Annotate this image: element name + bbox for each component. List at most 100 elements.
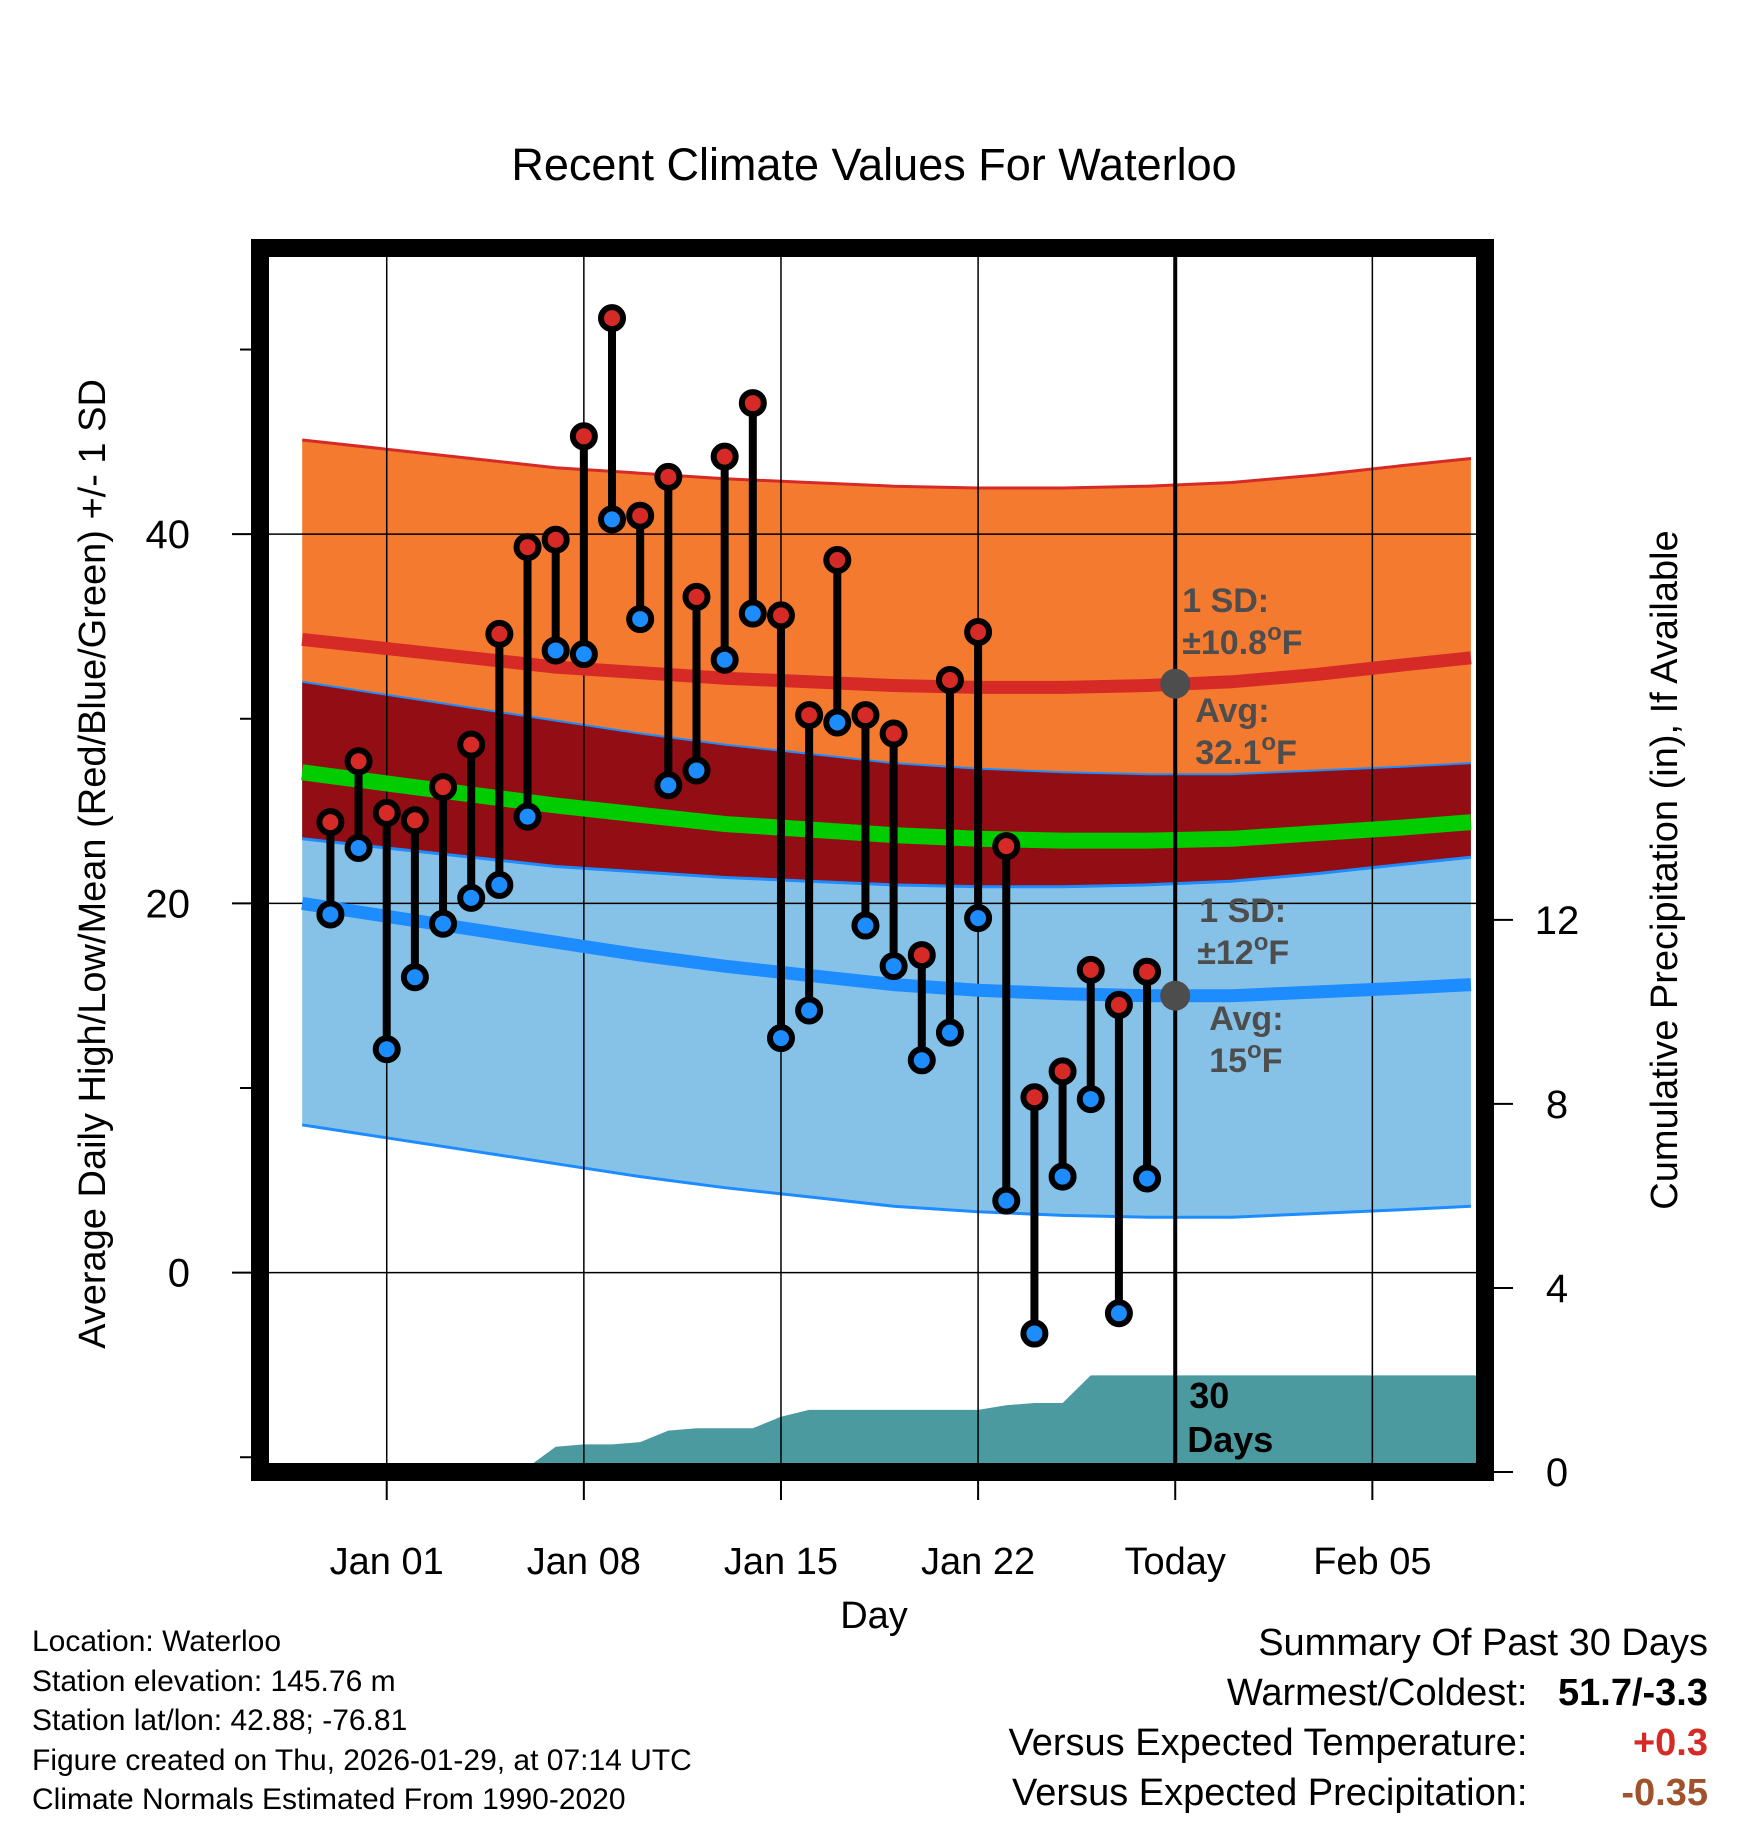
high-point — [316, 808, 345, 837]
high-point — [682, 582, 711, 611]
high-point — [935, 666, 964, 694]
info-location: Location: Waterloo — [32, 1625, 282, 1658]
low-point — [1133, 1164, 1162, 1193]
summary-precip-row: Versus Expected Precipitation: -0.35 — [1009, 1768, 1708, 1818]
high-point — [1020, 1083, 1049, 1112]
high-point — [851, 701, 880, 730]
x-tick-label: Today — [1125, 1541, 1226, 1583]
low-point — [626, 605, 655, 634]
high-point — [372, 798, 401, 827]
high-sd-value: ±10.8oF — [1182, 619, 1302, 662]
x-tick-label: Jan 15 — [724, 1541, 838, 1583]
high-avg-label: Avg: — [1195, 692, 1269, 730]
high-point — [1104, 990, 1133, 1019]
days-count-label: 30 — [1189, 1375, 1229, 1416]
low-point — [907, 1046, 936, 1075]
info-normals: Climate Normals Estimated From 1990-2020 — [32, 1783, 626, 1816]
low-point — [316, 900, 345, 929]
low-point — [457, 883, 486, 912]
low-point — [1104, 1299, 1133, 1328]
low-point — [569, 640, 598, 669]
low-point — [710, 645, 739, 674]
y-left-tick-label: 40 — [146, 513, 191, 557]
high-point — [344, 747, 373, 776]
low-point — [513, 802, 542, 831]
high-upper-edge — [302, 438, 1472, 490]
summary-warm-cold-label: Warmest/Coldest: — [1226, 1672, 1528, 1714]
low-point — [598, 505, 627, 534]
high-sd-label: 1 SD: — [1182, 582, 1269, 620]
summary-temp-row: Versus Expected Temperature: +0.3 — [1009, 1718, 1708, 1768]
low-point — [879, 952, 908, 981]
x-tick-label: Jan 01 — [330, 1541, 444, 1583]
y-right-tick-label: 0 — [1546, 1451, 1568, 1495]
high-point — [598, 304, 627, 333]
low-point — [738, 599, 767, 628]
high-point — [513, 533, 542, 562]
summary-precip-label: Versus Expected Precipitation: — [1012, 1772, 1528, 1814]
high-point — [400, 806, 429, 835]
x-axis-label: Day — [840, 1595, 908, 1637]
info-elevation: Station elevation: 145.76 m — [32, 1664, 396, 1698]
summary-warm-cold-row: Warmest/Coldest: 51.7/-3.3 — [1009, 1668, 1708, 1718]
normal-low-line — [301, 896, 1472, 1003]
low-point — [935, 1018, 964, 1047]
low-point — [795, 996, 824, 1025]
high-point — [626, 501, 655, 530]
x-tick-label: Feb 05 — [1313, 1541, 1431, 1583]
y-right-tick-label: 12 — [1535, 899, 1580, 943]
summary-temp-label: Versus Expected Temperature: — [1008, 1722, 1528, 1764]
low-point — [344, 834, 373, 862]
summary-warm-cold-value: 51.7/-3.3 — [1558, 1672, 1708, 1714]
low-point — [1076, 1085, 1105, 1114]
info-latlon: Station lat/lon: 42.88; -76.81 — [32, 1704, 408, 1737]
summary-temp-value: +0.3 — [1632, 1722, 1708, 1764]
days-word-label: Days — [1187, 1419, 1273, 1460]
y-left-tick-label: 0 — [168, 1252, 190, 1296]
plot-frame — [251, 239, 1494, 1481]
low-point — [485, 870, 514, 899]
high-point — [879, 719, 908, 748]
high-point — [710, 442, 739, 471]
low-point — [654, 771, 683, 800]
high-point — [1133, 957, 1162, 986]
high-point — [992, 832, 1021, 861]
y-right-tick-label: 8 — [1546, 1083, 1568, 1127]
high-point — [1048, 1057, 1077, 1086]
low-lower-edge — [301, 1123, 1471, 1219]
y-right-tick-label: 4 — [1546, 1267, 1568, 1311]
high-point — [823, 546, 852, 574]
low-point — [541, 636, 570, 665]
low-point — [851, 911, 880, 940]
precip-area — [330, 1375, 1485, 1472]
low-avg-marker — [1160, 980, 1191, 1011]
low-point — [992, 1186, 1021, 1215]
low-point — [766, 1024, 795, 1053]
high-point — [964, 618, 993, 646]
low-sd-value: ±12oF — [1197, 929, 1289, 972]
high-point — [907, 941, 936, 970]
summary-panel: Summary Of Past 30 Days Warmest/Coldest:… — [1009, 1618, 1708, 1818]
low-avg-value: 15oF — [1209, 1037, 1282, 1080]
high-point — [485, 619, 514, 648]
low-point — [400, 963, 429, 992]
summary-precip-value: -0.35 — [1621, 1772, 1708, 1814]
y-left-tick-label: 20 — [146, 882, 191, 926]
station-info: Location: Waterloo Station elevation: 14… — [32, 1622, 692, 1820]
low-point — [964, 904, 993, 933]
high-point — [795, 701, 824, 730]
high-point — [457, 730, 486, 759]
high-point — [1076, 955, 1105, 984]
low-avg-label: Avg: — [1209, 1000, 1283, 1038]
x-tick-label: Jan 22 — [921, 1541, 1035, 1583]
low-sd-label: 1 SD: — [1199, 892, 1286, 930]
low-point — [823, 708, 852, 737]
high-point — [738, 389, 767, 418]
high-point — [654, 462, 683, 491]
chart-title: Recent Climate Values For Waterloo — [511, 139, 1236, 190]
low-point — [1048, 1162, 1077, 1191]
low-point — [429, 909, 458, 938]
